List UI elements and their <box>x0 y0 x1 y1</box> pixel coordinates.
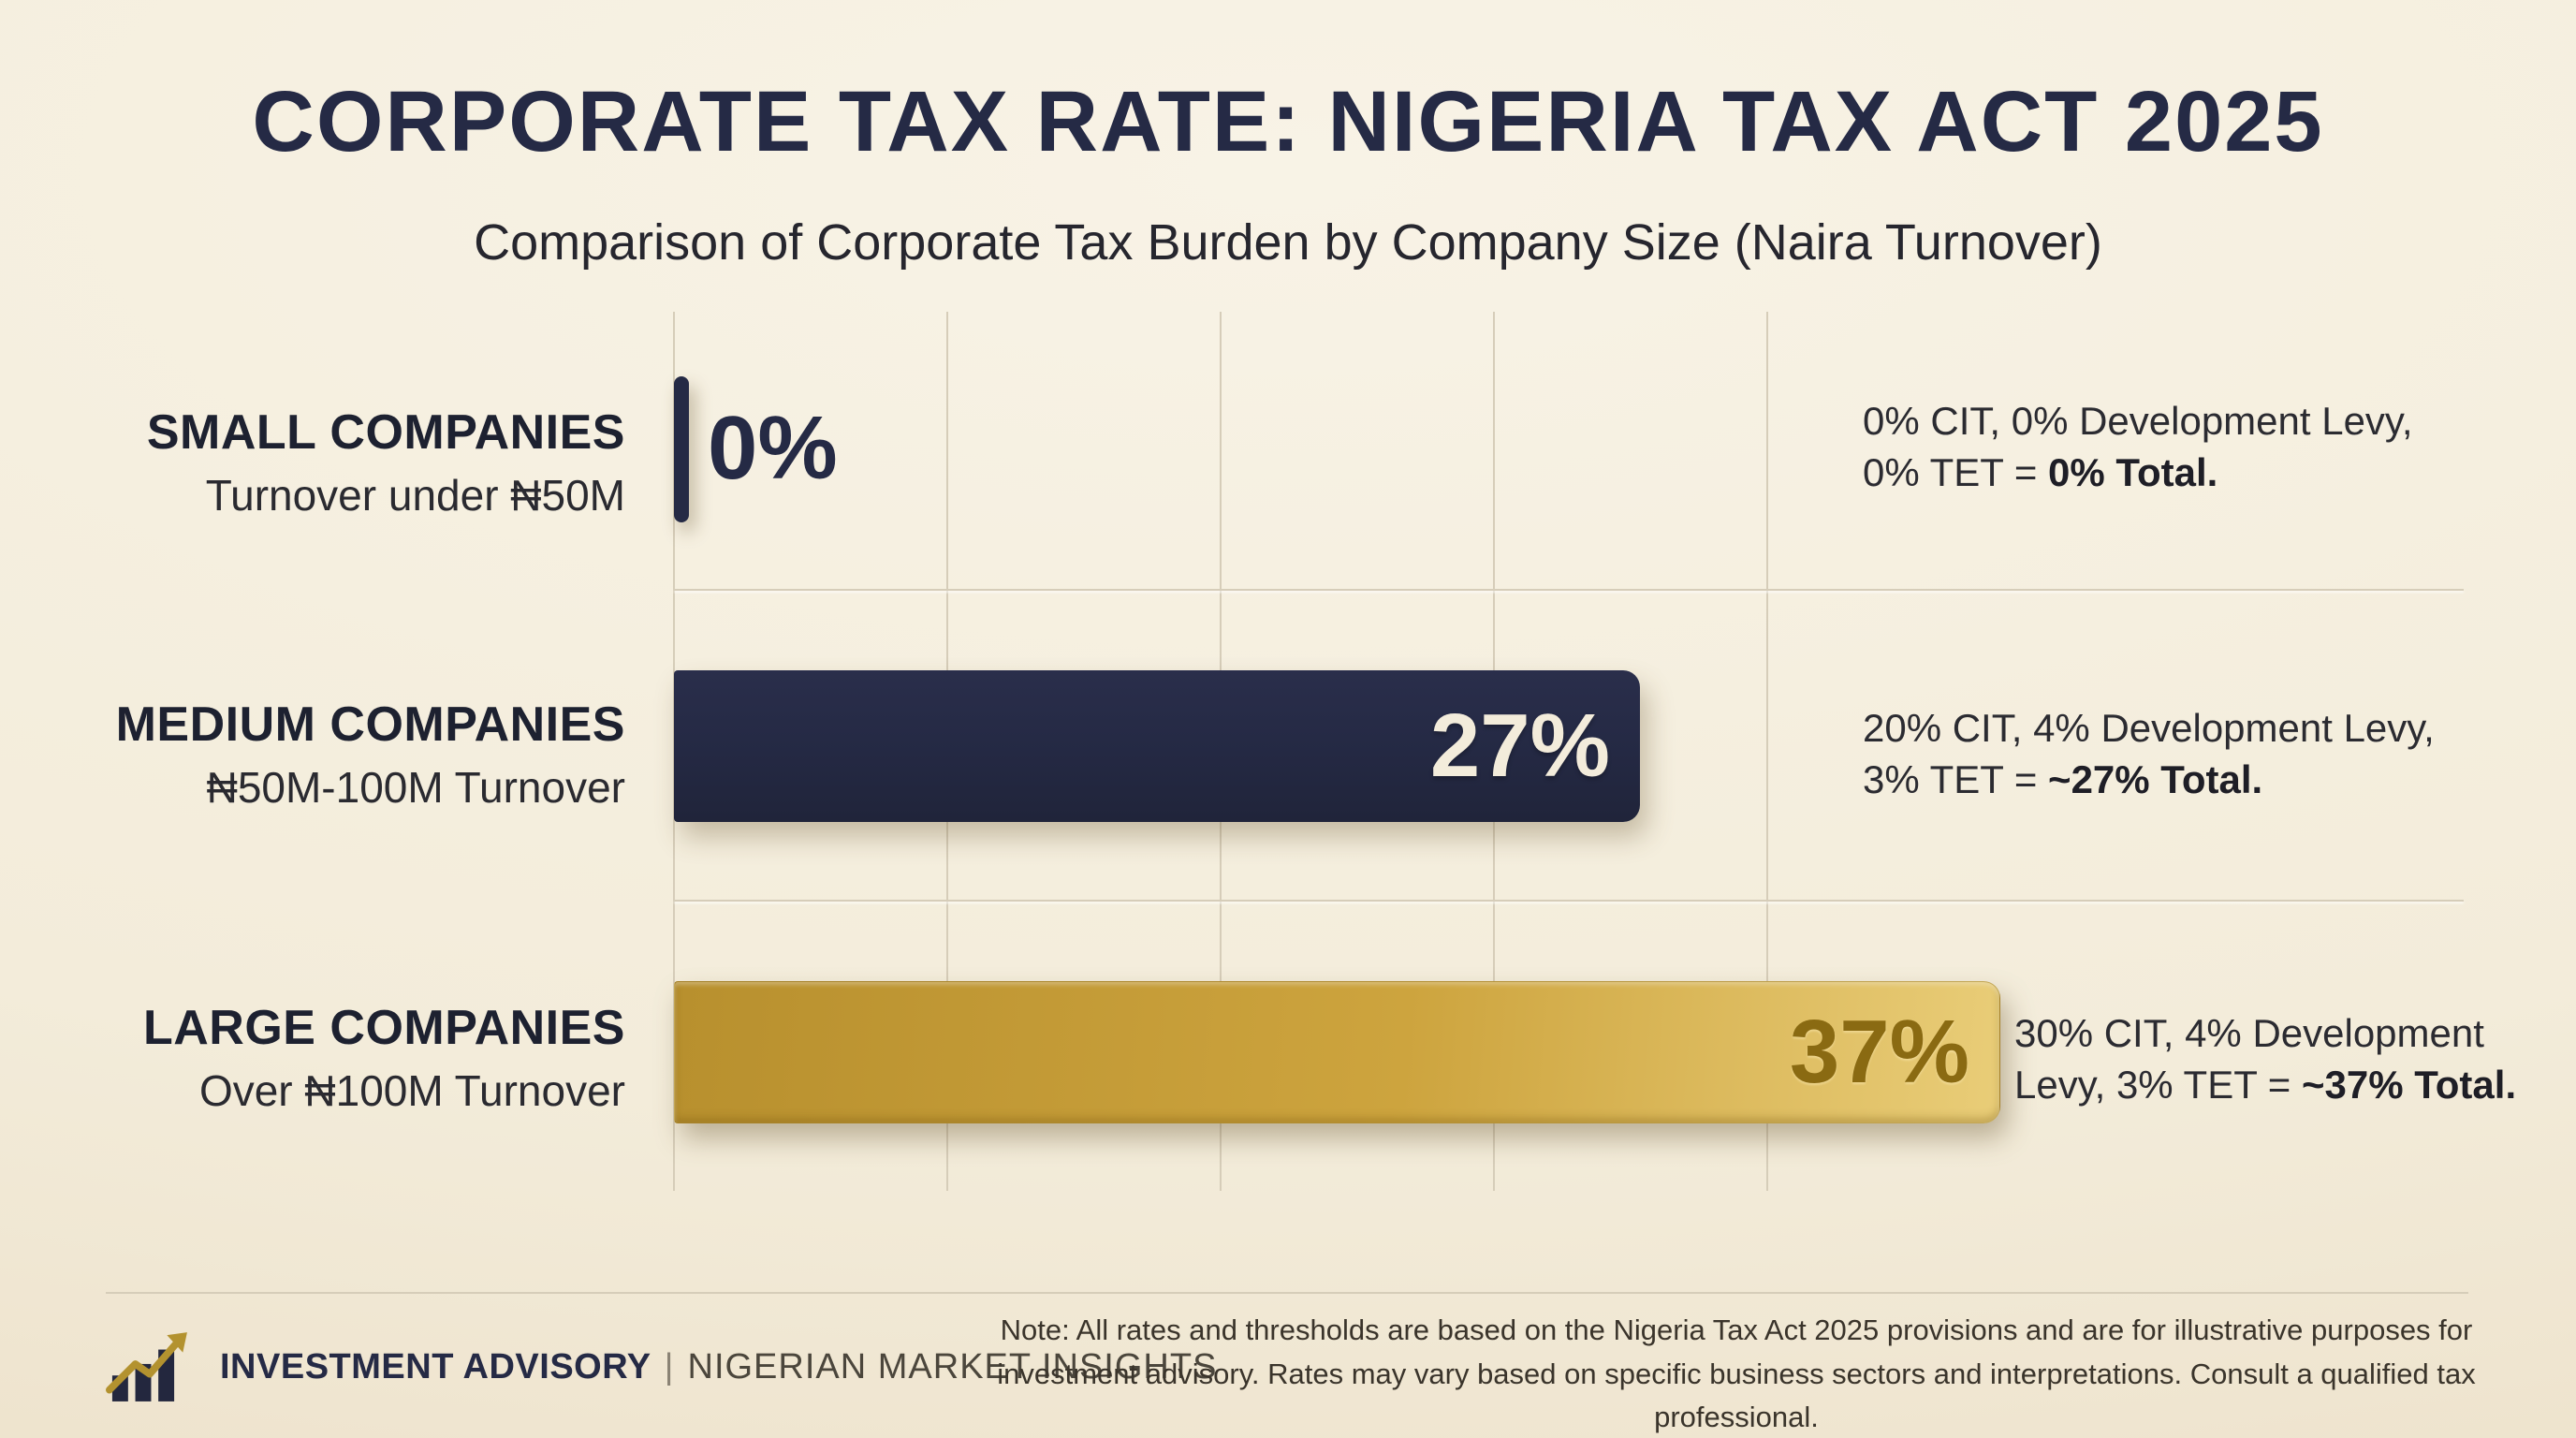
chart-subtitle: Comparison of Corporate Tax Burden by Co… <box>474 214 2102 271</box>
category-label: SMALL COMPANIES <box>146 405 625 460</box>
category-sublabel: ₦50M-100M Turnover <box>206 763 625 812</box>
disclaimer-line1: Note: All rates and thresholds are based… <box>1000 1313 2473 1346</box>
annotation-line2: 3% TET = <box>1863 757 2049 802</box>
annotation-total: ~37% Total. <box>2301 1063 2517 1108</box>
annotation-total: ~27% Total. <box>2048 757 2263 802</box>
annotation-small: 0% CIT, 0% Development Levy, 0% TET = 0%… <box>1863 395 2413 499</box>
brand-name: INVESTMENT ADVISORY <box>220 1346 651 1387</box>
page-title: CORPORATE TAX RATE: NIGERIA TAX ACT 2025 <box>252 74 2324 169</box>
annotation-line1: 30% CIT, 4% Development <box>2014 1011 2484 1055</box>
annotation-line2: 0% TET = <box>1863 450 2049 495</box>
row-label-small-companies: SMALL COMPANIES Turnover under ₦50M <box>84 404 625 521</box>
bar-medium-companies: 27% <box>674 670 1640 822</box>
brand-separator: | <box>664 1346 675 1387</box>
annotation-line2: Levy, 3% TET = <box>2014 1063 2302 1108</box>
disclaimer-note: Note: All rates and thresholds are based… <box>997 1309 2476 1438</box>
bar-value-large: 37% <box>1789 1002 1969 1102</box>
brand-block: INVESTMENT ADVISORY | NIGERIAN MARKET IN… <box>106 1328 1217 1406</box>
annotation-total: 0% Total. <box>2048 450 2218 495</box>
annotation-medium: 20% CIT, 4% Development Levy, 3% TET = ~… <box>1863 702 2435 806</box>
annotation-line1: 0% CIT, 0% Development Levy, <box>1863 399 2413 443</box>
row-label-medium-companies: MEDIUM COMPANIES ₦50M-100M Turnover <box>84 697 625 813</box>
category-label: LARGE COMPANIES <box>142 1001 625 1055</box>
brand-text: INVESTMENT ADVISORY | NIGERIAN MARKET IN… <box>220 1347 1217 1387</box>
row-separator <box>674 589 2464 591</box>
footer-divider <box>106 1292 2468 1294</box>
annotation-large: 30% CIT, 4% Development Levy, 3% TET = ~… <box>2014 1007 2516 1111</box>
category-sublabel: Turnover under ₦50M <box>205 471 625 520</box>
category-sublabel: Over ₦100M Turnover <box>198 1066 625 1115</box>
bar-large-companies: 37% <box>674 981 2000 1123</box>
annotation-line1: 20% CIT, 4% Development Levy, <box>1863 706 2435 750</box>
category-label: MEDIUM COMPANIES <box>115 697 625 752</box>
gridline-vertical <box>1766 312 1768 1191</box>
growth-chart-icon <box>106 1332 187 1401</box>
row-separator <box>674 900 2464 902</box>
brand-tagline: NIGERIAN MARKET INSIGHTS <box>687 1346 1218 1387</box>
bar-small-companies <box>674 376 689 522</box>
disclaimer-line2: investment advisory. Rates may vary base… <box>997 1357 2476 1434</box>
row-label-large-companies: LARGE COMPANIES Over ₦100M Turnover <box>84 1000 625 1116</box>
bar-value-medium: 27% <box>1429 696 1610 796</box>
bar-value-small: 0% <box>708 398 838 498</box>
